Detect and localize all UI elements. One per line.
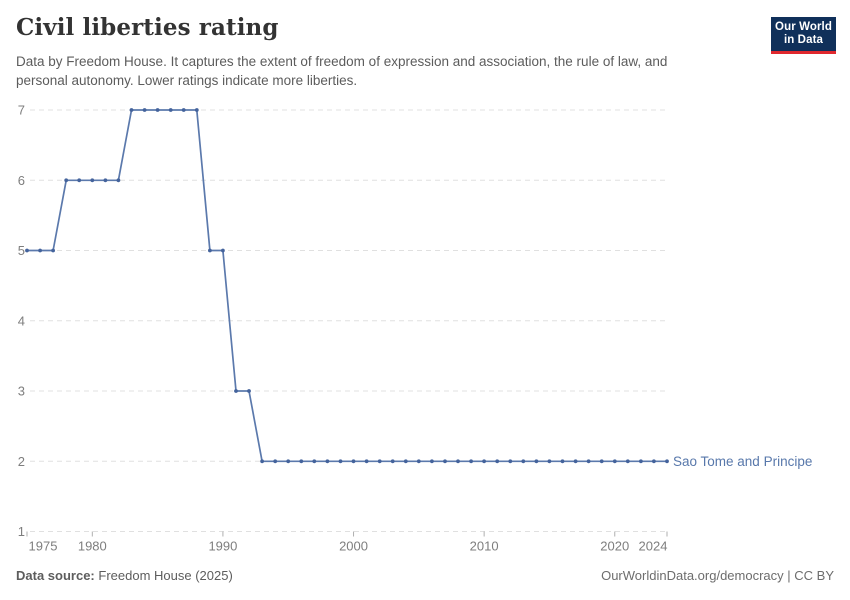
y-tick-label-1: 1 [18,524,25,539]
data-point-1988[interactable] [194,108,199,112]
data-point-2024[interactable] [665,459,669,464]
data-point-1997[interactable] [312,459,317,464]
footer-license: CC BY [794,568,834,583]
data-point-2017[interactable] [573,459,578,464]
chart-title: Civil liberties rating [16,14,279,41]
x-tick-label-2024: 2024 [639,539,668,554]
data-point-1999[interactable] [338,459,343,464]
data-point-1994[interactable] [273,459,278,464]
data-point-1998[interactable] [325,459,330,464]
data-point-2009[interactable] [469,459,473,464]
data-point-2003[interactable] [390,459,395,464]
data-point-2012[interactable] [508,459,513,464]
data-point-1978[interactable] [64,178,69,183]
chart-subtitle: Data by Freedom House. It captures the e… [16,52,667,90]
data-point-2022[interactable] [639,459,643,464]
data-point-2005[interactable] [416,459,421,464]
data-point-2011[interactable] [495,459,500,464]
data-point-1977[interactable] [51,248,55,253]
data-point-2014[interactable] [534,459,539,464]
data-point-2007[interactable] [443,459,447,464]
data-point-2015[interactable] [547,459,552,464]
data-point-1984[interactable] [142,108,147,112]
owid-logo-text: Our World in Data [771,17,836,51]
data-point-1990[interactable] [221,248,225,253]
data-point-1992[interactable] [247,389,251,393]
x-tick-label-2000: 2000 [339,539,368,554]
data-point-2018[interactable] [586,459,591,464]
data-source-label: Data source: [16,568,95,583]
x-tick-label-2020: 2020 [600,539,629,554]
y-tick-label-2: 2 [18,454,25,469]
footer-link[interactable]: OurWorldinData.org/democracy [601,568,784,583]
data-point-2001[interactable] [364,459,369,464]
data-point-2004[interactable] [403,459,408,464]
data-point-1975[interactable] [25,248,29,253]
x-tick-label-2010: 2010 [470,539,499,554]
y-tick-label-7: 7 [18,103,25,118]
data-point-1991[interactable] [234,389,238,393]
data-point-2023[interactable] [652,459,656,464]
data-point-1995[interactable] [286,459,291,464]
owid-logo[interactable]: Our World in Data [771,17,836,54]
chart-footer: Data source: Freedom House (2025) OurWor… [16,568,834,583]
data-source: Data source: Freedom House (2025) [16,568,233,583]
data-point-1983[interactable] [129,108,134,112]
x-tick-label-1980: 1980 [78,539,107,554]
owid-logo-red-bar [771,50,836,54]
series-line[interactable] [26,109,668,463]
x-tick-label-1990: 1990 [208,539,237,554]
footer-right: OurWorldinData.org/democracy | CC BY [601,568,834,583]
data-point-2008[interactable] [456,459,460,464]
chart-subtitle-line2: personal autonomy. Lower ratings indicat… [16,73,358,88]
data-point-1985[interactable] [155,108,160,112]
data-point-1981[interactable] [103,178,108,183]
data-point-2013[interactable] [521,459,526,464]
data-point-1996[interactable] [299,459,304,464]
data-point-2016[interactable] [560,459,565,464]
data-point-1993[interactable] [260,459,264,464]
series-label[interactable]: Sao Tome and Principe [673,454,812,469]
data-point-1980[interactable] [90,178,95,183]
data-point-1982[interactable] [116,178,121,183]
data-point-2000[interactable] [351,459,356,464]
data-point-1986[interactable] [168,108,173,112]
data-point-1979[interactable] [77,178,82,183]
data-point-2010[interactable] [482,459,486,464]
footer-separator: | [783,568,795,583]
y-tick-label-4: 4 [18,313,25,328]
y-tick-label-3: 3 [18,384,25,399]
data-point-2021[interactable] [625,459,630,464]
data-point-2006[interactable] [430,459,434,464]
y-tick-label-5: 5 [18,243,25,258]
chart-subtitle-line1: Data by Freedom House. It captures the e… [16,54,668,69]
data-point-2019[interactable] [599,459,604,464]
data-point-1989[interactable] [208,248,212,253]
data-point-2002[interactable] [377,459,382,464]
data-point-1987[interactable] [181,108,186,112]
x-tick-label-1975: 1975 [29,539,58,554]
data-source-value: Freedom House (2025) [98,568,233,583]
y-tick-label-6: 6 [18,173,25,188]
data-point-2020[interactable] [612,459,617,464]
data-point-1976[interactable] [38,248,42,253]
